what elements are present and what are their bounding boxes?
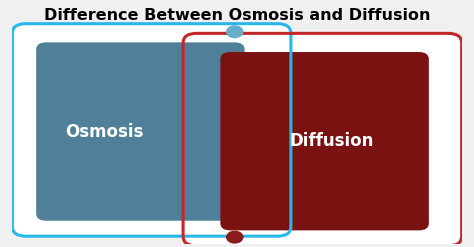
- FancyBboxPatch shape: [12, 24, 291, 236]
- Text: Diffusion: Diffusion: [289, 132, 374, 150]
- FancyBboxPatch shape: [36, 42, 245, 221]
- Text: Osmosis: Osmosis: [65, 123, 144, 141]
- Text: Difference Between Osmosis and Diffusion: Difference Between Osmosis and Diffusion: [44, 8, 430, 23]
- Circle shape: [227, 231, 243, 243]
- Circle shape: [227, 26, 243, 38]
- FancyBboxPatch shape: [183, 33, 462, 246]
- FancyBboxPatch shape: [220, 52, 429, 230]
